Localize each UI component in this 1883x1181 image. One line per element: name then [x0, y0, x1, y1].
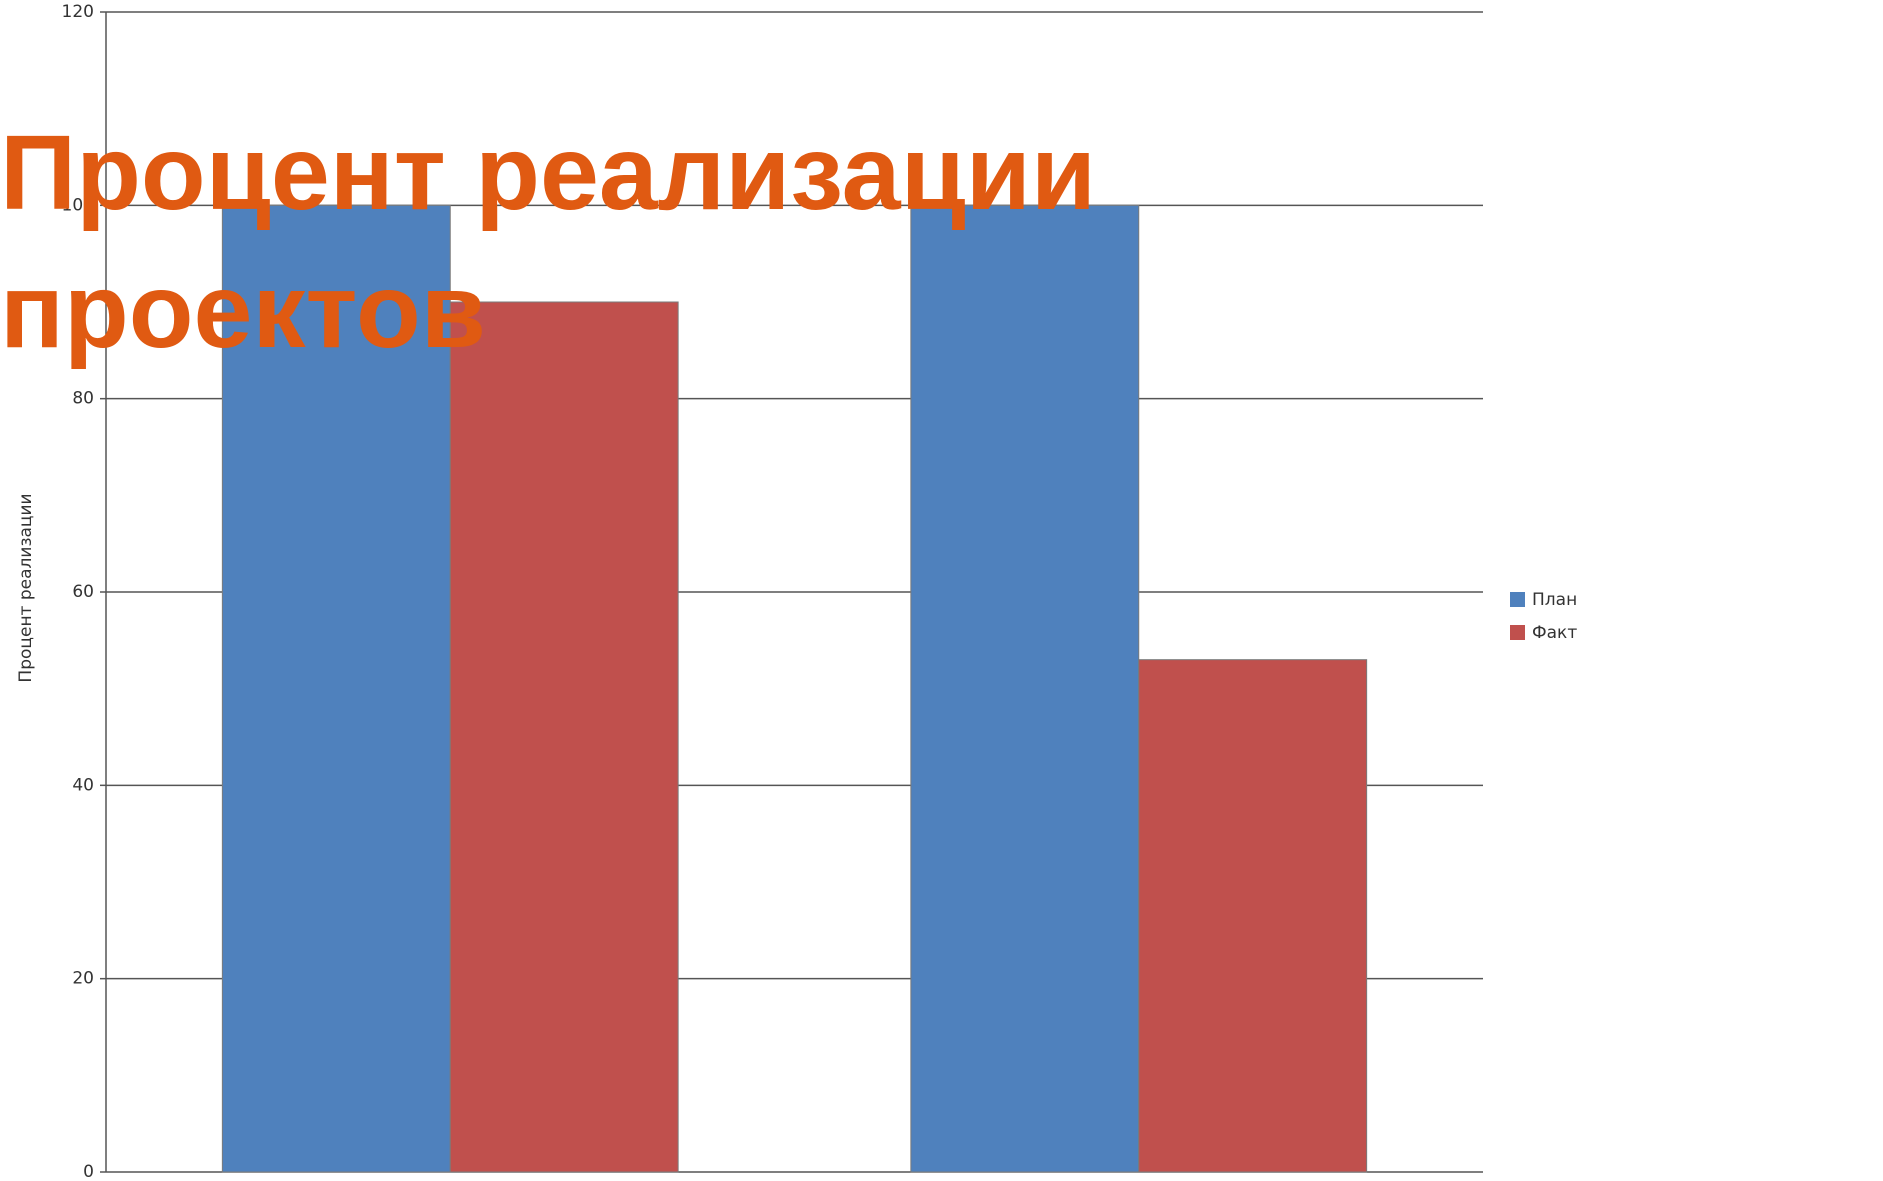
y-axis-label: Процент реализации — [16, 493, 36, 682]
y-tick-label: 80 — [72, 389, 94, 409]
legend-label: План — [1532, 590, 1577, 610]
chart-title: Процент реализации проектов — [0, 104, 1300, 380]
y-tick-label: 120 — [62, 2, 94, 22]
legend-label: Факт — [1532, 623, 1577, 643]
y-tick-label: 20 — [72, 969, 94, 989]
bar — [1139, 660, 1367, 1172]
page: {"chart_data": {"type": "bar", "title": … — [0, 0, 1883, 1181]
legend-swatch — [1510, 625, 1525, 640]
y-tick-label: 60 — [72, 582, 94, 602]
y-tick-label: 40 — [72, 775, 94, 795]
legend-swatch — [1510, 592, 1525, 607]
bar — [450, 302, 678, 1172]
y-tick-label: 0 — [83, 1162, 94, 1181]
